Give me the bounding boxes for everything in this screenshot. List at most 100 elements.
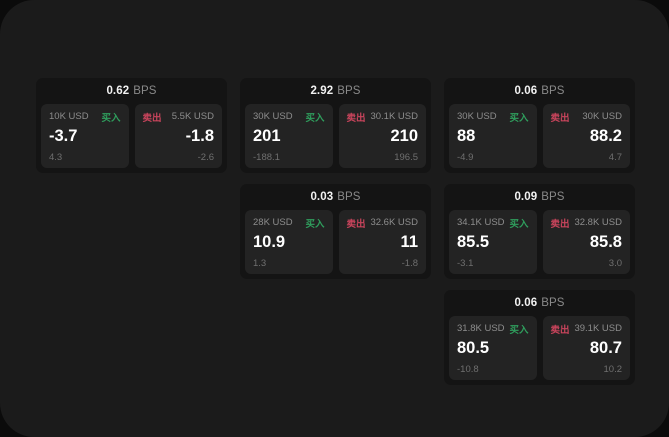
bps-value: 0.06 [514,297,538,309]
buy-delta: 4.3 [49,152,63,163]
card-header: 0.03 BPS [240,184,431,210]
buy-side-label: 买入 [305,218,325,230]
buy-panel[interactable]: 34.1K USD 买入 85.5 -3.1 [449,210,537,274]
buy-value: 85.5 [457,233,490,251]
bps-value: 0.62 [106,85,130,97]
sell-panel-top: 卖出 32.8K USD [550,216,623,230]
buy-panel[interactable]: 10K USD 买入 -3.7 4.3 [41,104,129,168]
buy-delta: -4.9 [457,152,474,163]
sell-size-label: 39.1K USD [574,323,622,334]
buy-delta: -188.1 [253,152,280,163]
bps-unit: BPS [337,85,361,97]
bps-value: 0.09 [514,191,538,203]
card-header: 0.06 BPS [444,290,635,316]
buy-panel-top: 34.1K USD 买入 [457,216,529,230]
bps-unit: BPS [337,191,361,203]
buy-delta: 1.3 [253,258,267,269]
sell-panel[interactable]: 卖出 39.1K USD 80.7 10.2 [542,316,630,380]
buy-side-label: 买入 [509,324,529,336]
card-panels: 34.1K USD 买入 85.5 -3.1 卖出 32.8K USD 85.8… [449,210,630,274]
spread-card[interactable]: 0.03 BPS 28K USD 买入 10.9 1.3 卖出 [240,184,431,279]
card-panels: 31.8K USD 买入 80.5 -10.8 卖出 39.1K USD 80.… [449,316,630,380]
sell-panel-top: 卖出 30.1K USD [346,110,419,124]
sell-delta: 10.2 [603,364,623,375]
buy-panel[interactable]: 31.8K USD 买入 80.5 -10.8 [449,316,537,380]
card-panels: 28K USD 买入 10.9 1.3 卖出 32.6K USD 11 -1.8 [245,210,426,274]
card-header: 0.62 BPS [36,78,227,104]
buy-value: -3.7 [49,127,78,145]
sell-panel[interactable]: 卖出 30K USD 88.2 4.7 [542,104,630,168]
buy-panel[interactable]: 30K USD 买入 201 -188.1 [245,104,333,168]
sell-size-label: 32.6K USD [370,217,418,228]
spread-card[interactable]: 0.06 BPS 30K USD 买入 88 -4.9 卖出 [444,78,635,173]
sell-panel-top: 卖出 32.6K USD [346,216,419,230]
buy-value: 88 [457,127,476,145]
sell-side-label: 卖出 [550,324,570,336]
spread-card[interactable]: 0.62 BPS 10K USD 买入 -3.7 4.3 卖出 [36,78,227,173]
bps-value: 2.92 [310,85,334,97]
sell-value: 80.7 [589,339,622,357]
sell-side-label: 卖出 [346,218,366,230]
buy-side-label: 买入 [509,218,529,230]
bps-value: 0.03 [310,191,334,203]
buy-size-label: 30K USD [253,111,293,122]
card-panels: 10K USD 买入 -3.7 4.3 卖出 5.5K USD -1.8 -2.… [41,104,222,168]
buy-delta: -3.1 [457,258,474,269]
sell-panel[interactable]: 卖出 5.5K USD -1.8 -2.6 [134,104,222,168]
buy-panel-top: 30K USD 买入 [457,110,529,124]
sell-delta: 4.7 [608,152,622,163]
sell-delta: 3.0 [608,258,622,269]
buy-size-label: 10K USD [49,111,89,122]
sell-side-label: 卖出 [142,112,162,124]
buy-size-label: 30K USD [457,111,497,122]
spread-card-board: 0.62 BPS 10K USD 买入 -3.7 4.3 卖出 [36,78,635,385]
sell-value: 11 [400,233,418,251]
sell-size-label: 5.5K USD [171,111,214,122]
buy-value: 10.9 [253,233,286,251]
sell-panel[interactable]: 卖出 30.1K USD 210 196.5 [338,104,426,168]
spread-card[interactable]: 0.06 BPS 31.8K USD 买入 80.5 -10.8 卖 [444,290,635,385]
buy-panel-top: 28K USD 买入 [253,216,325,230]
bps-unit: BPS [541,85,565,97]
buy-panel-top: 10K USD 买入 [49,110,121,124]
sell-panel[interactable]: 卖出 32.8K USD 85.8 3.0 [542,210,630,274]
buy-side-label: 买入 [509,112,529,124]
card-header: 0.09 BPS [444,184,635,210]
buy-value: 80.5 [457,339,490,357]
buy-size-label: 31.8K USD [457,323,505,334]
sell-panel[interactable]: 卖出 32.6K USD 11 -1.8 [338,210,426,274]
card-header: 0.06 BPS [444,78,635,104]
sell-panel-top: 卖出 5.5K USD [142,110,215,124]
bps-unit: BPS [541,297,565,309]
sell-delta: 196.5 [394,152,418,163]
sell-side-label: 卖出 [550,112,570,124]
sell-delta: -2.6 [197,152,214,163]
buy-panel[interactable]: 28K USD 买入 10.9 1.3 [245,210,333,274]
buy-panel[interactable]: 30K USD 买入 88 -4.9 [449,104,537,168]
sell-panel-top: 卖出 30K USD [550,110,623,124]
spread-card[interactable]: 2.92 BPS 30K USD 买入 201 -188.1 卖出 [240,78,431,173]
sell-value: 88.2 [589,127,622,145]
sell-delta: -1.8 [401,258,418,269]
card-panels: 30K USD 买入 88 -4.9 卖出 30K USD 88.2 4.7 [449,104,630,168]
spread-card[interactable]: 0.09 BPS 34.1K USD 买入 85.5 -3.1 卖出 [444,184,635,279]
card-header: 2.92 BPS [240,78,431,104]
buy-delta: -10.8 [457,364,479,375]
sell-panel-top: 卖出 39.1K USD [550,322,623,336]
sell-side-label: 卖出 [346,112,366,124]
buy-value: 201 [253,127,281,145]
card-panels: 30K USD 买入 201 -188.1 卖出 30.1K USD 210 1… [245,104,426,168]
buy-panel-top: 31.8K USD 买入 [457,322,529,336]
buy-size-label: 34.1K USD [457,217,505,228]
bps-unit: BPS [133,85,157,97]
sell-value: 85.8 [589,233,622,251]
buy-panel-top: 30K USD 买入 [253,110,325,124]
sell-size-label: 30.1K USD [370,111,418,122]
sell-size-label: 32.8K USD [574,217,622,228]
sell-side-label: 卖出 [550,218,570,230]
sell-value: 210 [390,127,418,145]
buy-side-label: 买入 [305,112,325,124]
bps-unit: BPS [541,191,565,203]
bps-value: 0.06 [514,85,538,97]
